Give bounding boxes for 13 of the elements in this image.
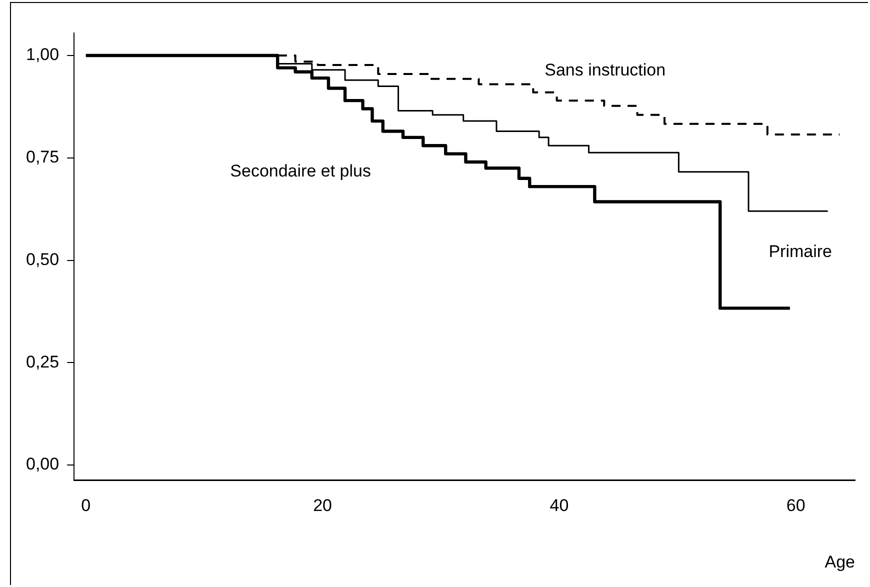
x-tick-label: 40	[550, 496, 569, 516]
y-tick-label: 0,25	[26, 352, 60, 372]
y-tick-label: 0,00	[26, 454, 60, 474]
series-label: Sans instruction	[544, 60, 666, 80]
series-label: Primaire	[768, 242, 832, 261]
x-tick-label: 20	[313, 496, 332, 516]
y-tick-label: 0,75	[26, 148, 60, 167]
x-tick-label: 60	[786, 496, 806, 516]
y-tick-label: 0,50	[26, 250, 60, 269]
x-axis-title: Age	[824, 552, 855, 572]
x-tick-label: 0	[81, 496, 91, 516]
series-label: Secondaire et plus	[230, 161, 371, 180]
y-tick-label: 1,00	[26, 45, 60, 64]
